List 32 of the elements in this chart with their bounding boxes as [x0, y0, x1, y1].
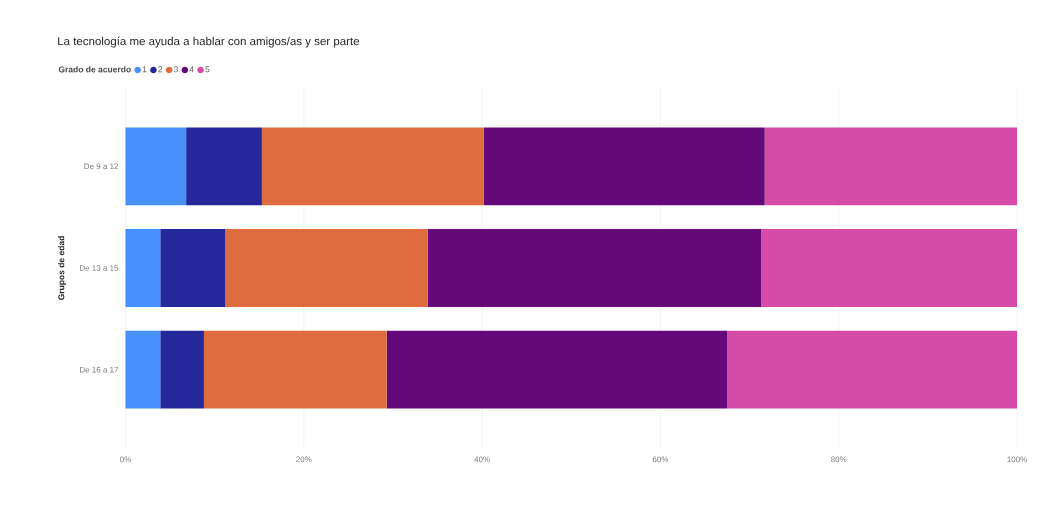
bar	[186, 127, 262, 206]
bar	[203, 330, 387, 409]
x-tick-label: 20%	[296, 456, 312, 463]
bar	[386, 330, 728, 409]
x-tick-label: 100%	[1007, 456, 1027, 463]
bar	[427, 229, 762, 307]
bar	[261, 127, 484, 206]
x-tick-label: 0%	[120, 456, 131, 463]
x-tick-label: 80%	[831, 456, 847, 463]
y-tick-label: De 9 a 12	[84, 163, 119, 170]
legend-label: 5	[205, 66, 210, 73]
bar	[125, 330, 161, 409]
bar	[160, 229, 226, 307]
bar	[727, 330, 1018, 409]
bar	[761, 229, 1018, 307]
bar	[125, 127, 187, 206]
legend-label: 1	[142, 66, 147, 73]
legend-label: 3	[173, 66, 178, 73]
legend-title: Grado de acuerdo	[58, 66, 131, 73]
legend-label: 2	[158, 66, 163, 73]
bar	[483, 127, 765, 206]
y-axis-title: Grupos de edad	[58, 236, 66, 301]
x-tick-label: 60%	[652, 456, 669, 463]
bar	[160, 330, 204, 409]
bar	[764, 127, 1018, 206]
y-tick-label: De 13 a 15	[80, 265, 119, 271]
legend-label: 4	[189, 66, 194, 73]
y-tick-label: De 16 a 17	[80, 366, 119, 373]
bar	[125, 229, 161, 307]
chart-title: La tecnología me ayuda a hablar con amigos/as y ser parte	[58, 36, 360, 48]
x-tick-label: 40%	[474, 456, 490, 463]
bar	[225, 229, 428, 307]
